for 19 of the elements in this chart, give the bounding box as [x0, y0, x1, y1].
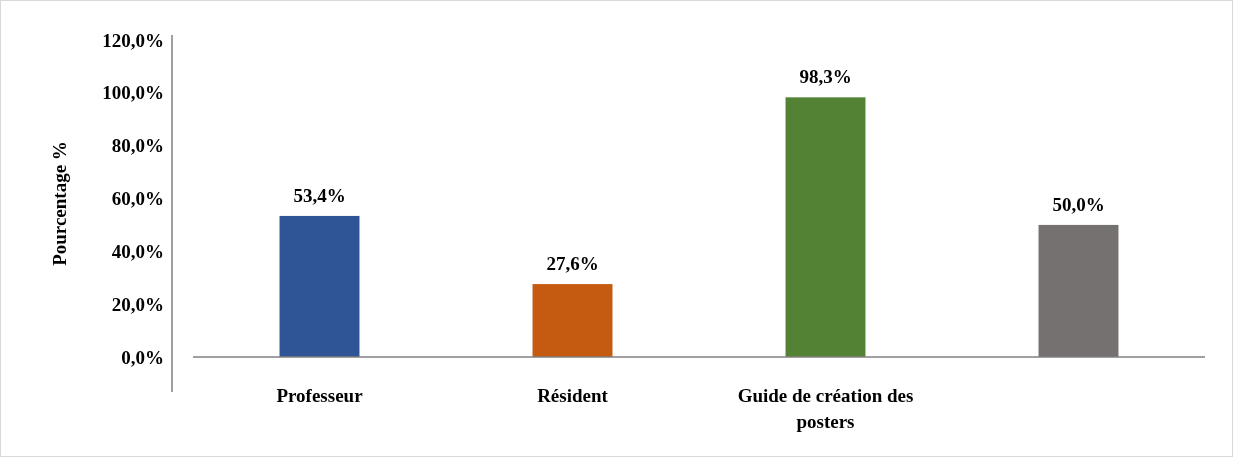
x-tick-label: Résident: [537, 385, 609, 406]
y-tick-label: 40,0%: [111, 240, 164, 262]
data-label: 50,0%: [1052, 193, 1105, 215]
x-tick-label: Professeur: [276, 385, 364, 406]
y-tick-label: 80,0%: [111, 135, 164, 157]
y-tick-label: 120,0%: [102, 29, 164, 51]
bar: [1038, 224, 1119, 357]
y-tick-label: 20,0%: [111, 293, 164, 315]
y-tick-label: 60,0%: [111, 188, 164, 210]
data-label: 53,4%: [293, 184, 346, 206]
bar: [279, 215, 360, 357]
bar: [785, 97, 866, 357]
data-label: 98,3%: [799, 66, 852, 88]
data-label: 27,6%: [546, 253, 599, 275]
y-tick-label: 0,0%: [121, 346, 164, 368]
bar: [532, 284, 613, 357]
x-tick-label: Guide de création des posters: [737, 385, 914, 432]
y-tick-label: 100,0%: [102, 82, 164, 104]
y-axis-title: Pourcentage %: [49, 141, 70, 266]
